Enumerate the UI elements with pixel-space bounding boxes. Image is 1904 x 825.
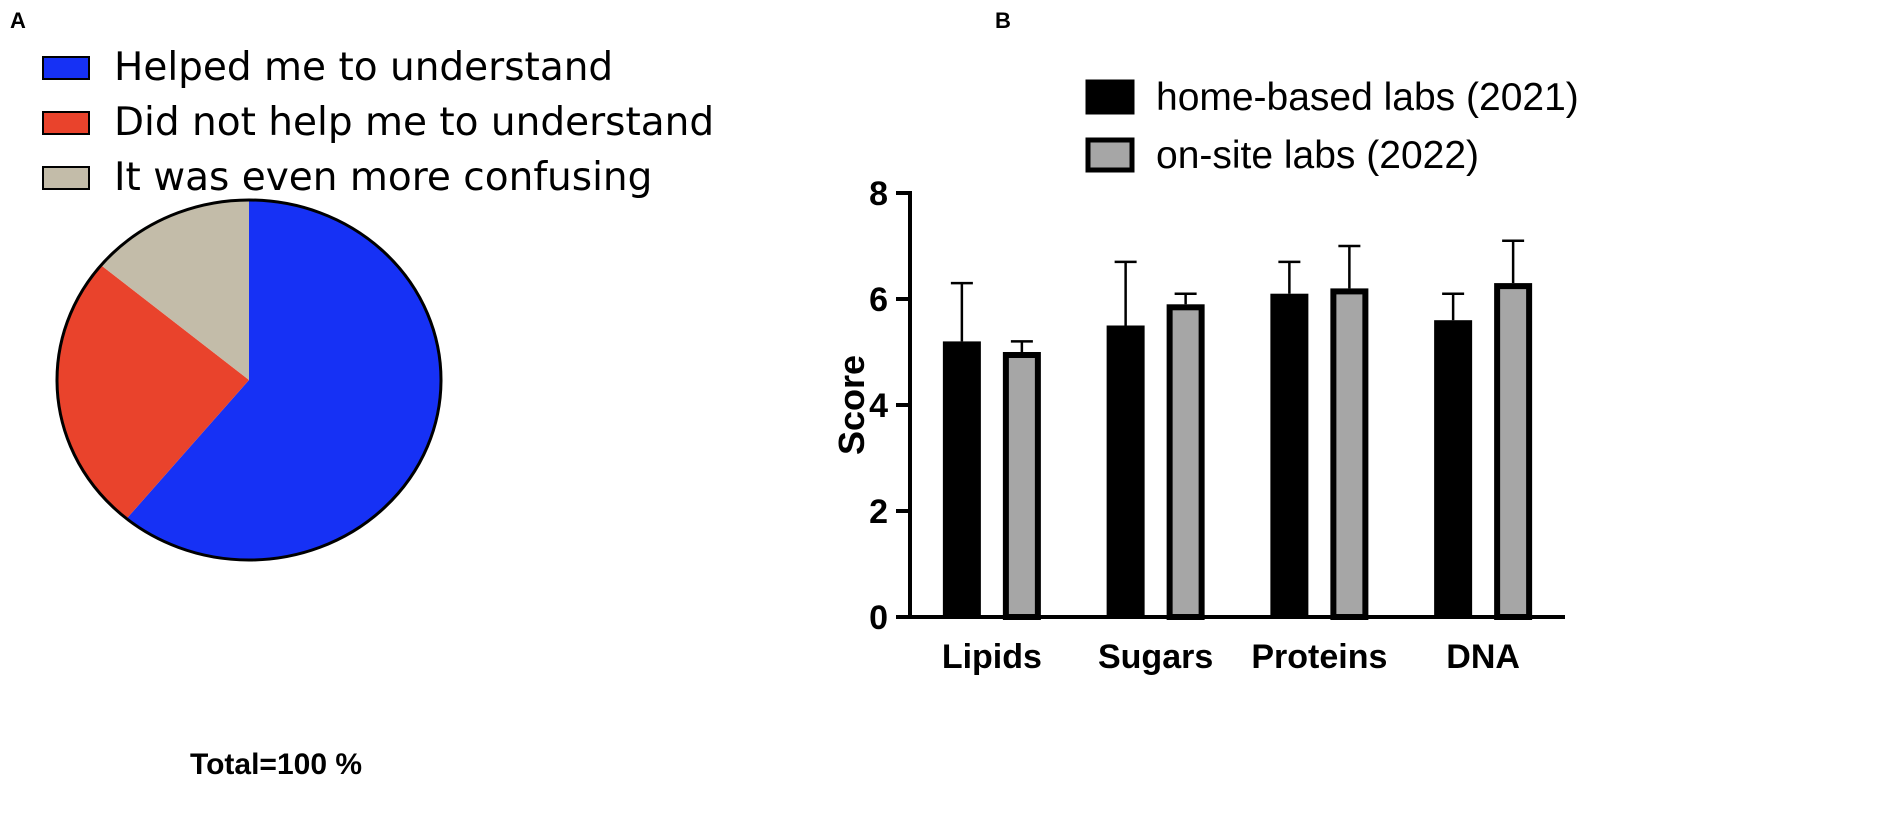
pie-legend-swatch xyxy=(42,110,90,135)
x-tick-label: Sugars xyxy=(1098,638,1213,676)
pie-legend: Helped me to understand Did not help me … xyxy=(42,40,714,205)
pie-slice xyxy=(126,200,442,560)
pie-legend-swatch xyxy=(42,55,90,80)
bar xyxy=(942,341,981,617)
pie-legend-item: Did not help me to understand xyxy=(42,95,714,150)
pie-total-label: Total=100 % xyxy=(190,748,363,781)
panel-b-label: B xyxy=(995,8,1011,33)
x-tick-label: Lipids xyxy=(942,638,1042,676)
pie-legend-item: It was even more confusing xyxy=(42,150,714,205)
y-tick-label: 2 xyxy=(869,493,888,531)
bar xyxy=(1494,283,1533,620)
y-tick-label: 6 xyxy=(869,281,888,319)
pie-chart xyxy=(55,198,443,562)
bar xyxy=(1106,325,1145,617)
y-tick-label: 4 xyxy=(869,387,888,425)
bar-chart: home-based labs (2021) on-site labs (2022… xyxy=(831,76,1579,676)
y-tick-label: 8 xyxy=(869,175,888,213)
bar xyxy=(1434,320,1473,617)
bar-legend-swatch xyxy=(1085,79,1135,115)
bar xyxy=(1166,304,1205,620)
pie-legend-swatch xyxy=(42,165,90,190)
pie-legend-label: Did not help me to understand xyxy=(114,100,715,145)
pie-slice xyxy=(56,265,249,519)
pie-outline xyxy=(55,198,443,562)
panel-a-label: A xyxy=(10,8,26,33)
pie-legend-label: Helped me to understand xyxy=(114,45,614,90)
bar xyxy=(1330,288,1369,620)
x-tick-label: Proteins xyxy=(1251,638,1387,676)
bar xyxy=(1002,352,1041,620)
bar xyxy=(1270,293,1309,617)
pie-slice xyxy=(101,200,249,380)
y-axis-title: Score xyxy=(831,355,872,455)
y-tick-label: 0 xyxy=(869,599,888,637)
bar-legend-label: on-site labs (2022) xyxy=(1156,134,1479,177)
pie-legend-label: It was even more confusing xyxy=(114,155,653,200)
x-tick-label: DNA xyxy=(1446,638,1520,676)
bar-legend-label: home-based labs (2021) xyxy=(1156,76,1579,119)
pie-legend-item: Helped me to understand xyxy=(42,40,714,95)
bar-legend-swatch xyxy=(1085,137,1135,173)
